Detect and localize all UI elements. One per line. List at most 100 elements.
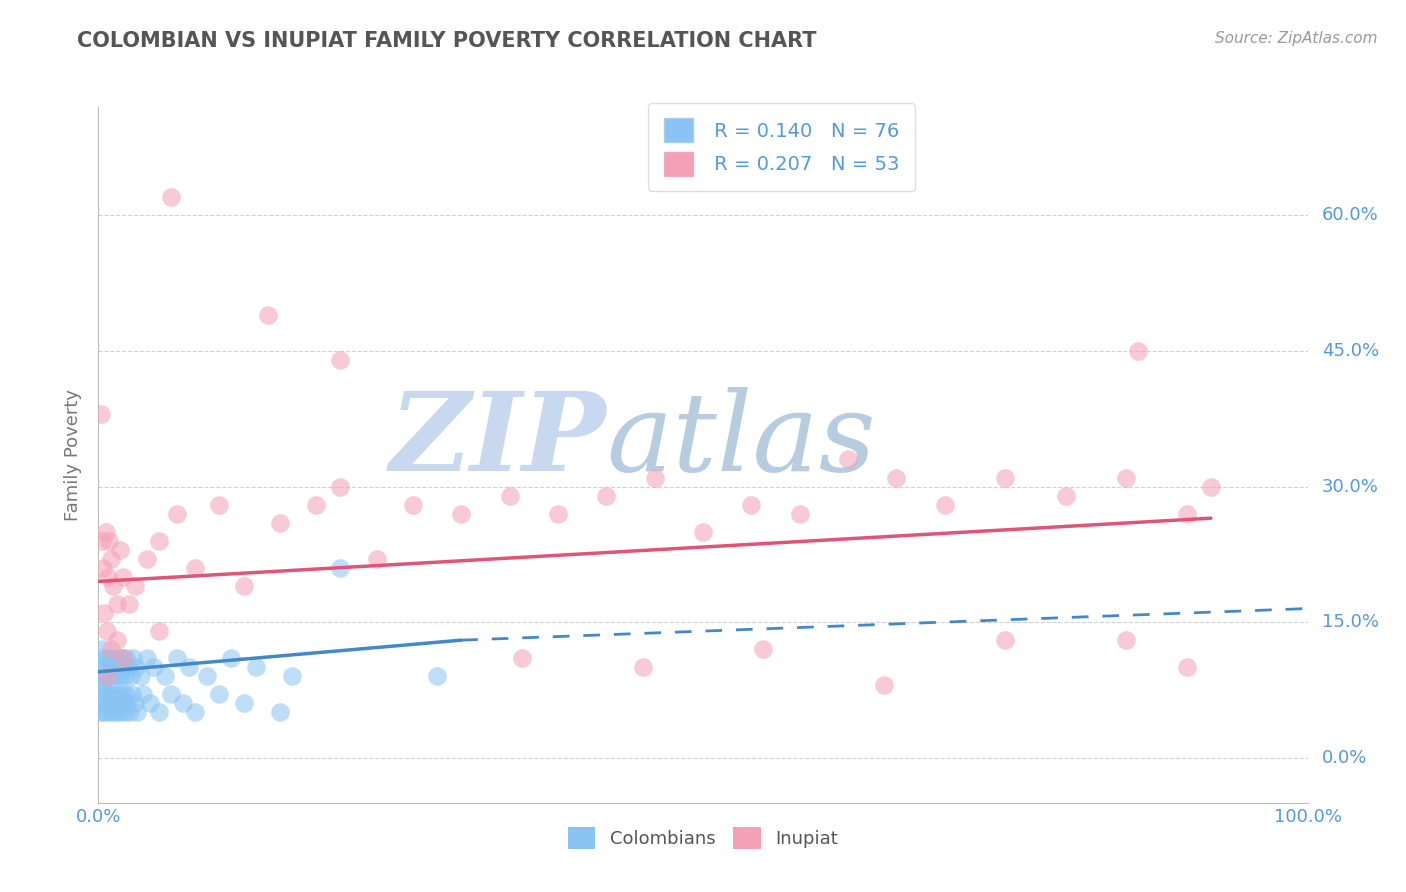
Point <box>89 678 111 692</box>
Point <box>129 669 152 683</box>
Point <box>232 579 254 593</box>
Point <box>108 687 131 701</box>
Point <box>100 551 122 566</box>
Point <box>143 660 166 674</box>
Point <box>98 533 121 548</box>
Point <box>135 651 157 665</box>
Point <box>450 507 472 521</box>
Point <box>1054 489 1077 503</box>
Point <box>124 579 146 593</box>
Point <box>329 353 352 368</box>
Point <box>108 651 131 665</box>
Point <box>166 507 188 521</box>
Point <box>112 697 135 711</box>
Point <box>994 633 1017 648</box>
Point <box>1115 470 1137 484</box>
Point <box>91 533 114 548</box>
Point <box>172 697 194 711</box>
Text: 0.0%: 0.0% <box>1322 748 1368 766</box>
Point <box>595 489 617 503</box>
Point <box>121 687 143 701</box>
Point <box>631 660 654 674</box>
Point <box>873 678 896 692</box>
Point <box>122 651 145 665</box>
Point <box>111 570 134 584</box>
Point <box>752 642 775 657</box>
Point <box>221 651 243 665</box>
Point <box>184 561 207 575</box>
Point <box>118 706 141 720</box>
Point <box>105 597 128 611</box>
Point <box>112 660 135 674</box>
Point <box>179 660 201 674</box>
Legend: Colombians, Inupiat: Colombians, Inupiat <box>561 820 845 856</box>
Point <box>256 308 278 322</box>
Text: 30.0%: 30.0% <box>1322 477 1379 496</box>
Point <box>1199 479 1222 493</box>
Text: 15.0%: 15.0% <box>1322 613 1379 631</box>
Text: 45.0%: 45.0% <box>1322 342 1379 360</box>
Text: atlas: atlas <box>606 387 876 495</box>
Point <box>107 669 129 683</box>
Text: 60.0%: 60.0% <box>1322 206 1379 225</box>
Point <box>107 706 129 720</box>
Point <box>96 669 118 683</box>
Point <box>208 687 231 701</box>
Point <box>160 687 183 701</box>
Point <box>98 660 121 674</box>
Point <box>103 669 125 683</box>
Point <box>329 479 352 493</box>
Point <box>1175 660 1198 674</box>
Point <box>789 507 811 521</box>
Point <box>692 524 714 539</box>
Point <box>105 697 128 711</box>
Point <box>118 660 141 674</box>
Point <box>329 561 352 575</box>
Point <box>114 706 136 720</box>
Point <box>104 687 127 701</box>
Point <box>886 470 908 484</box>
Point <box>208 498 231 512</box>
Point <box>104 651 127 665</box>
Point <box>115 687 138 701</box>
Point <box>402 498 425 512</box>
Point <box>108 697 131 711</box>
Point <box>101 579 124 593</box>
Text: ZIP: ZIP <box>389 387 606 495</box>
Point <box>94 660 117 674</box>
Point <box>96 624 118 639</box>
Point <box>111 651 134 665</box>
Point <box>93 687 115 701</box>
Point <box>132 687 155 701</box>
Point <box>740 498 762 512</box>
Point <box>97 651 120 665</box>
Point <box>120 669 142 683</box>
Point <box>644 470 666 484</box>
Point <box>94 697 117 711</box>
Point <box>91 669 114 683</box>
Point <box>110 669 132 683</box>
Point <box>105 633 128 648</box>
Point <box>245 660 267 674</box>
Point <box>105 660 128 674</box>
Point <box>125 660 148 674</box>
Point <box>426 669 449 683</box>
Point <box>148 706 170 720</box>
Point <box>994 470 1017 484</box>
Point <box>100 687 122 701</box>
Point <box>135 551 157 566</box>
Point <box>91 642 114 657</box>
Point <box>498 489 520 503</box>
Point <box>837 452 859 467</box>
Point <box>110 706 132 720</box>
Y-axis label: Family Poverty: Family Poverty <box>65 389 83 521</box>
Point <box>101 660 124 674</box>
Point <box>96 669 118 683</box>
Point <box>93 606 115 620</box>
Point <box>139 697 162 711</box>
Point <box>366 551 388 566</box>
Point <box>1115 633 1137 648</box>
Point <box>108 660 131 674</box>
Point <box>90 660 112 674</box>
Point <box>96 706 118 720</box>
